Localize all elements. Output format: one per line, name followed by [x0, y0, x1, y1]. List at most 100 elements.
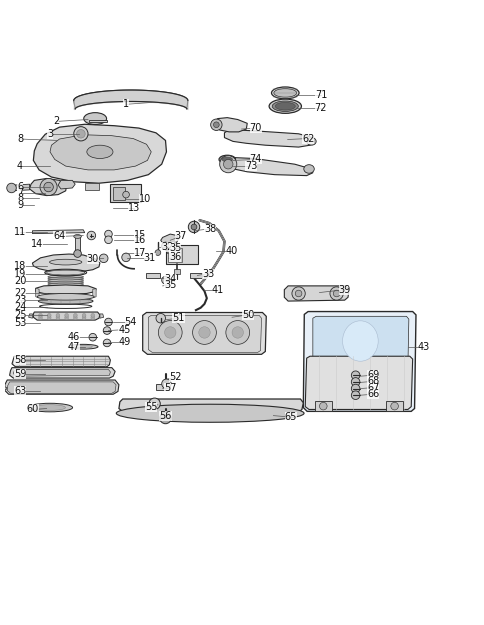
Text: 14: 14: [31, 239, 43, 249]
Text: 15: 15: [134, 229, 146, 239]
Polygon shape: [75, 238, 80, 252]
Text: 2: 2: [53, 116, 59, 126]
Circle shape: [91, 316, 94, 319]
Circle shape: [87, 231, 95, 240]
Polygon shape: [92, 289, 96, 298]
Text: 1: 1: [123, 99, 129, 109]
Circle shape: [47, 316, 51, 319]
Ellipse shape: [48, 283, 83, 287]
Ellipse shape: [74, 345, 92, 348]
Ellipse shape: [84, 112, 106, 124]
Text: 67: 67: [366, 382, 378, 392]
Polygon shape: [142, 312, 266, 354]
Ellipse shape: [48, 275, 83, 279]
Circle shape: [213, 122, 219, 127]
Polygon shape: [212, 118, 247, 132]
Text: 13: 13: [128, 203, 140, 213]
Bar: [385, 401, 402, 411]
Circle shape: [82, 316, 86, 319]
Circle shape: [105, 230, 112, 238]
Circle shape: [161, 276, 169, 284]
Text: 71: 71: [314, 90, 326, 100]
Ellipse shape: [271, 87, 299, 99]
Ellipse shape: [74, 234, 81, 238]
Ellipse shape: [275, 102, 295, 110]
Polygon shape: [284, 286, 348, 301]
Polygon shape: [119, 399, 302, 412]
Circle shape: [350, 371, 359, 379]
Ellipse shape: [342, 321, 378, 361]
Text: 18: 18: [14, 261, 26, 271]
Text: 68: 68: [366, 376, 378, 386]
Text: 56: 56: [159, 411, 171, 421]
Text: 33: 33: [202, 269, 214, 279]
Polygon shape: [14, 369, 110, 376]
Text: 4: 4: [17, 161, 23, 171]
Circle shape: [7, 183, 16, 192]
Text: 7: 7: [17, 188, 23, 198]
Polygon shape: [148, 316, 261, 352]
Circle shape: [82, 314, 86, 318]
Bar: [110, 184, 141, 203]
Polygon shape: [74, 90, 187, 109]
Circle shape: [39, 314, 42, 318]
Ellipse shape: [49, 259, 82, 265]
Text: 64: 64: [53, 231, 65, 241]
Polygon shape: [89, 119, 107, 122]
Polygon shape: [7, 382, 116, 393]
Text: 50: 50: [242, 310, 254, 320]
Circle shape: [226, 321, 249, 344]
Text: 66: 66: [366, 389, 378, 399]
Polygon shape: [5, 380, 119, 394]
Text: 35: 35: [164, 280, 176, 290]
Circle shape: [121, 253, 130, 262]
Text: 6: 6: [17, 182, 23, 192]
Circle shape: [103, 327, 111, 334]
Circle shape: [99, 254, 108, 262]
Circle shape: [159, 412, 171, 424]
Bar: [113, 187, 125, 201]
Text: 49: 49: [118, 337, 131, 347]
Text: 16: 16: [134, 235, 146, 245]
Text: 36: 36: [168, 253, 181, 262]
Circle shape: [350, 378, 359, 386]
Polygon shape: [304, 356, 412, 409]
Circle shape: [333, 290, 339, 297]
Circle shape: [188, 221, 199, 232]
Circle shape: [319, 402, 326, 410]
Polygon shape: [3, 387, 7, 389]
Text: 32: 32: [161, 242, 173, 252]
Ellipse shape: [269, 99, 301, 113]
Bar: [167, 249, 173, 253]
Text: 69: 69: [366, 370, 378, 380]
Text: 53: 53: [14, 318, 26, 328]
Polygon shape: [302, 311, 415, 411]
Circle shape: [295, 290, 301, 297]
Text: 70: 70: [249, 123, 261, 133]
Polygon shape: [221, 158, 312, 176]
Circle shape: [192, 321, 216, 344]
Circle shape: [210, 119, 222, 131]
Text: 46: 46: [67, 332, 80, 342]
Text: 74: 74: [249, 154, 261, 164]
Ellipse shape: [303, 164, 314, 173]
Circle shape: [73, 316, 77, 319]
Bar: [156, 384, 169, 391]
Circle shape: [223, 159, 232, 169]
Circle shape: [64, 314, 68, 318]
Text: 47: 47: [67, 342, 80, 352]
Text: 11: 11: [14, 227, 26, 237]
Text: 31: 31: [143, 253, 156, 263]
Circle shape: [56, 316, 60, 319]
Circle shape: [89, 333, 96, 341]
Circle shape: [329, 287, 343, 300]
Bar: [165, 245, 197, 264]
Circle shape: [73, 314, 77, 318]
Text: 3: 3: [47, 129, 53, 139]
Circle shape: [105, 236, 112, 244]
Circle shape: [161, 379, 171, 389]
Bar: [190, 272, 202, 278]
Polygon shape: [36, 288, 39, 298]
Ellipse shape: [28, 403, 73, 412]
Polygon shape: [160, 234, 178, 245]
